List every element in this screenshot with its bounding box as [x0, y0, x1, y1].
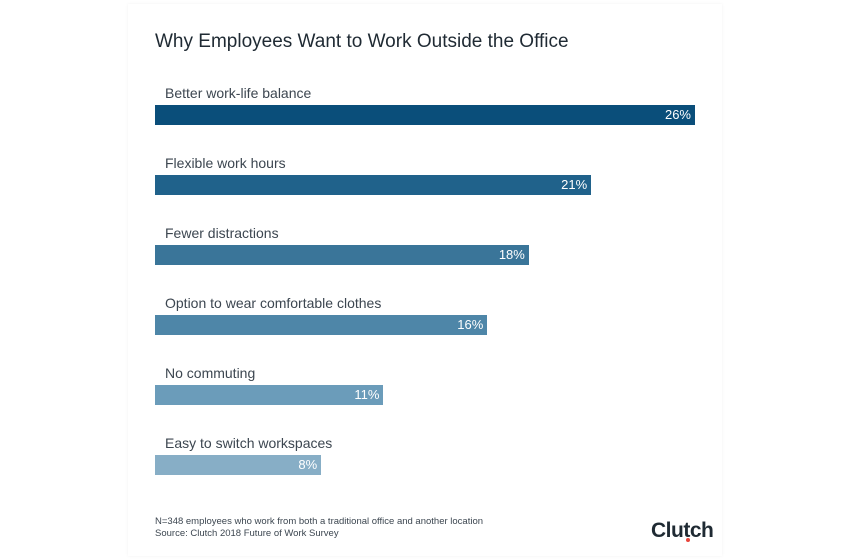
- bar: 21%: [155, 175, 592, 195]
- bar-value-label: 8%: [298, 457, 318, 472]
- bar: 16%: [155, 315, 488, 335]
- category-label: Fewer distractions: [165, 225, 279, 241]
- chart-title: Why Employees Want to Work Outside the O…: [155, 31, 569, 52]
- sample-footnote: N=348 employees who work from both a tra…: [155, 516, 484, 527]
- bar: 18%: [155, 245, 529, 265]
- logo-dot-icon: [686, 538, 690, 542]
- bar: 26%: [155, 105, 695, 125]
- category-label: No commuting: [165, 365, 256, 381]
- bar-value-label: 26%: [664, 107, 691, 122]
- bar-value-label: 16%: [457, 317, 484, 332]
- category-label: Flexible work hours: [165, 155, 286, 171]
- bar-value-label: 21%: [561, 177, 588, 192]
- clutch-logo: Clutch: [651, 519, 714, 542]
- category-label: Option to wear comfortable clothes: [165, 295, 382, 311]
- bar-value-label: 18%: [498, 247, 525, 262]
- bar-value-label: 11%: [354, 387, 380, 402]
- category-label: Easy to switch workspaces: [165, 435, 333, 451]
- bar: 8%: [155, 455, 322, 475]
- bar: 11%: [155, 385, 384, 405]
- category-label: Better work-life balance: [165, 85, 312, 101]
- source-footnote: Source: Clutch 2018 Future of Work Surve…: [155, 528, 339, 539]
